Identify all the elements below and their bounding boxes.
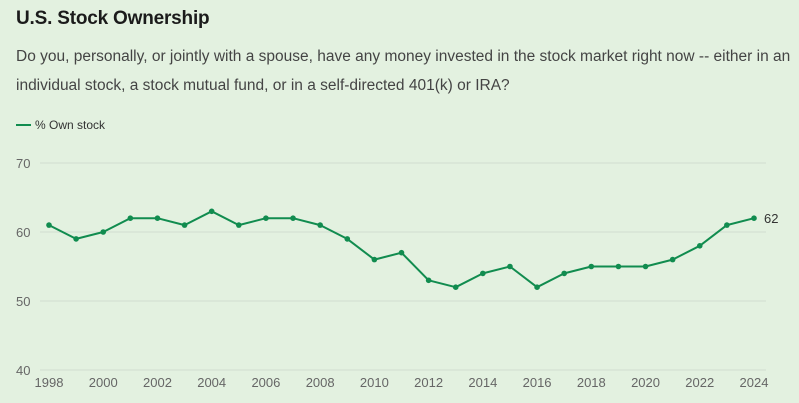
legend-label: % Own stock (35, 118, 106, 132)
x-tick-label: 2014 (468, 375, 497, 390)
legend-swatch (16, 124, 31, 126)
data-point-2010[interactable] (371, 256, 378, 263)
grid-lines (40, 162, 766, 371)
data-point-2021[interactable] (669, 256, 676, 263)
y-axis-ticks: 40 50 60 70 (16, 156, 30, 378)
data-point-1998[interactable] (46, 222, 52, 228)
chart-title: U.S. Stock Ownership (16, 8, 210, 29)
data-point-2016[interactable] (534, 284, 540, 291)
chart-subtitle: Do you, personally, or jointly with a sp… (16, 48, 791, 94)
x-tick-label: 2022 (685, 375, 714, 390)
data-point-2013[interactable] (452, 284, 459, 291)
data-point-2001[interactable] (127, 215, 134, 221)
x-tick-label: 2006 (251, 375, 280, 390)
end-value-label: 62 (764, 211, 778, 226)
data-point-2008[interactable] (317, 222, 323, 228)
data-point-2018[interactable] (588, 263, 595, 270)
x-tick-label: 1998 (35, 375, 64, 390)
data-point-1999[interactable] (73, 236, 79, 242)
x-tick-label: 2002 (143, 375, 172, 390)
data-point-2011[interactable] (398, 249, 405, 256)
data-point-2004[interactable] (208, 208, 215, 215)
series-own-stock (46, 208, 757, 291)
legend: % Own stock (16, 118, 105, 132)
x-tick-label: 2004 (197, 375, 226, 390)
x-tick-label: 2024 (740, 375, 769, 390)
x-tick-label: 2016 (523, 375, 552, 390)
y-tick-label: 50 (16, 294, 30, 309)
data-point-2023[interactable] (724, 222, 730, 228)
data-point-2015[interactable] (507, 263, 513, 270)
data-point-2000[interactable] (100, 229, 107, 235)
x-tick-label: 2020 (631, 375, 660, 390)
series-line (48, 210, 755, 289)
x-tick-label: 2000 (89, 375, 118, 390)
annotations: 62 (764, 211, 778, 226)
data-point-2005[interactable] (236, 222, 242, 228)
data-point-2009[interactable] (344, 236, 351, 242)
data-point-2017[interactable] (561, 270, 567, 277)
data-point-2024[interactable] (751, 215, 757, 221)
x-tick-label: 2008 (306, 375, 335, 390)
x-tick-label: 2012 (414, 375, 443, 390)
data-point-2012[interactable] (425, 277, 432, 284)
x-tick-label: 2010 (360, 375, 389, 390)
data-point-2014[interactable] (480, 270, 486, 277)
data-point-2019[interactable] (615, 263, 622, 270)
data-point-2020[interactable] (642, 263, 649, 270)
y-tick-label: 40 (16, 363, 30, 378)
y-tick-label: 70 (16, 156, 30, 171)
x-axis-ticks: 1998 2000 2002 2004 2006 2008 2010 2012 2014 2016… (35, 375, 769, 390)
y-tick-label: 60 (16, 225, 30, 240)
data-point-2006[interactable] (263, 215, 269, 221)
data-point-2022[interactable] (696, 243, 703, 249)
data-point-2007[interactable] (290, 215, 296, 221)
data-point-2002[interactable] (154, 215, 161, 221)
data-point-2003[interactable] (181, 222, 188, 228)
x-tick-label: 2018 (577, 375, 606, 390)
